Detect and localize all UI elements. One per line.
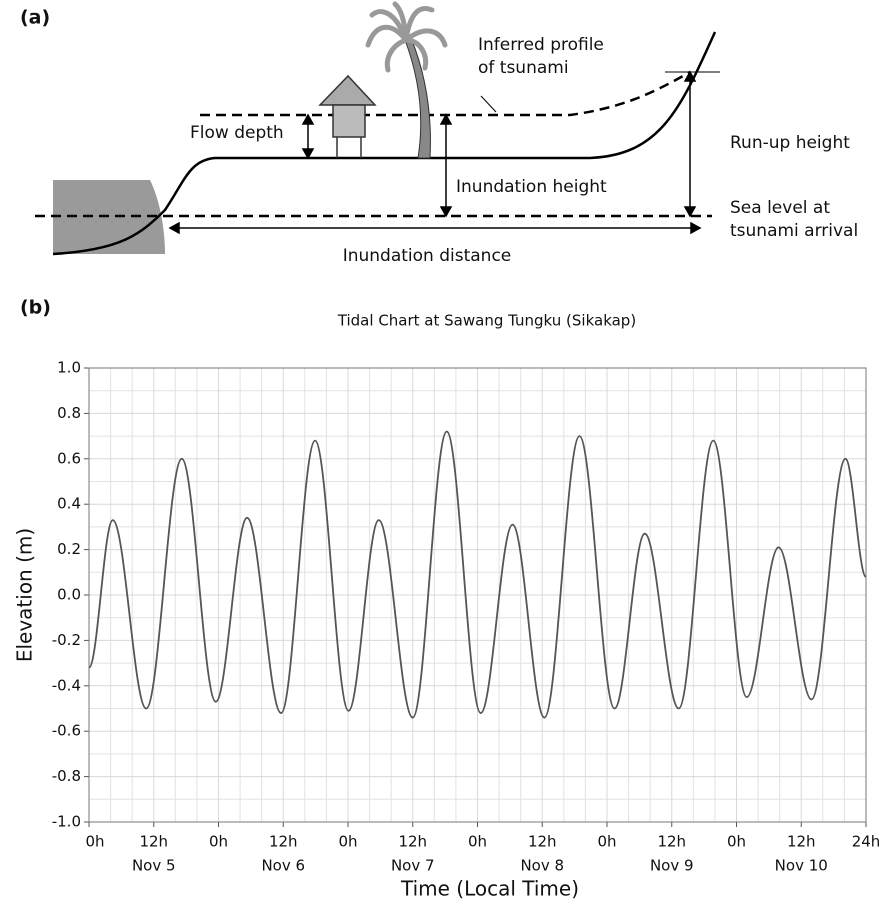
y-tick-label: -0.2: [52, 631, 81, 649]
x-tick-label: 0h: [338, 833, 357, 851]
x-tick-label: 0h: [85, 833, 104, 851]
palm-tree: [365, 1, 448, 159]
y-tick-label: 0.8: [57, 404, 81, 422]
inundation-height-label: Inundation height: [456, 177, 607, 197]
hut: [318, 74, 377, 158]
x-tick-label: 12h: [398, 833, 427, 851]
inundation-distance-label: Inundation distance: [343, 246, 512, 266]
y-tick-label: 0.6: [57, 449, 81, 467]
ground-profile: [52, 31, 717, 256]
x-tick-label: 12h: [139, 833, 168, 851]
y-tick-label: -0.4: [52, 676, 81, 694]
y-tick-label: 0.4: [57, 495, 81, 513]
y-tick-label: -0.6: [52, 722, 81, 740]
day-label: Nov 6: [261, 857, 305, 875]
x-tick-label: 12h: [787, 833, 816, 851]
sea-level-label: Sea level at: [730, 198, 830, 218]
panel-label: (b): [20, 297, 51, 319]
y-tick-label: 0.2: [57, 540, 81, 558]
y-tick-label: -0.8: [52, 767, 81, 785]
x-tick-label: 0h: [209, 833, 228, 851]
x-tick-label: 0h: [597, 833, 616, 851]
arrows: [168, 70, 702, 235]
y-axis-label: Elevation (m): [13, 528, 37, 662]
plot-frame: [88, 367, 867, 823]
flow-depth-label: Flow depth: [190, 123, 284, 143]
day-label: Nov 9: [650, 857, 694, 875]
runup-height-label: Run-up height: [730, 133, 850, 153]
x-axis-label: Time (Local Time): [400, 877, 579, 901]
x-tick-label: 12h: [269, 833, 298, 851]
x-tick-label: 24h: [852, 833, 881, 851]
inferred-profile-line: [200, 70, 691, 117]
x-tick-label: 12h: [528, 833, 557, 851]
panel-label: (a): [20, 7, 50, 29]
day-label: Nov 7: [391, 857, 435, 875]
x-tick-label: 0h: [468, 833, 487, 851]
day-label: Nov 5: [132, 857, 176, 875]
day-label: Nov 8: [520, 857, 564, 875]
sea-level-label: tsunami arrival: [730, 221, 858, 241]
y-tick-label: 1.0: [57, 359, 81, 377]
chart-title: Tidal Chart at Sawang Tungku (Sikakap): [337, 312, 636, 330]
profile-label: Inferred profile: [478, 35, 604, 55]
tide-line: [88, 430, 867, 719]
profile-label: of tsunami: [478, 58, 569, 78]
day-label: Nov 10: [775, 857, 828, 875]
x-tick-label: 12h: [657, 833, 686, 851]
x-tick-label: 0h: [727, 833, 746, 851]
y-tick-label: -1.0: [52, 813, 81, 831]
y-tick-label: 0.0: [57, 586, 81, 604]
profile-leader: [480, 95, 497, 113]
